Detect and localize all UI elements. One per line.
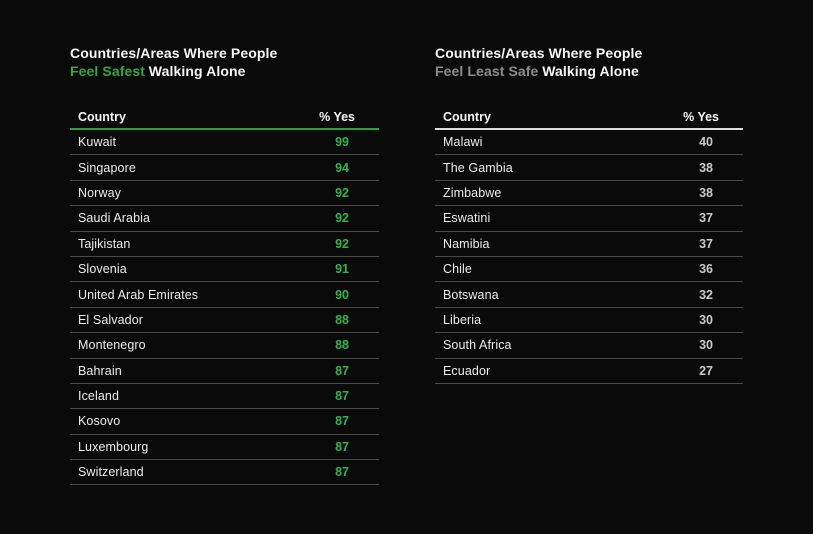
country-cell: Zimbabwe [443,185,502,200]
table-row: Ecuador 27 [435,359,743,384]
table-row: Malawi 40 [435,130,743,156]
table-row: Slovenia 91 [70,257,379,283]
country-cell: El Salvador [78,312,144,327]
value-cell: 30 [699,312,713,327]
safest-table-title: Countries/Areas Where People Feel Safest… [70,44,379,80]
column-header-country: Country [443,110,491,124]
title-suffix: Walking Alone [542,63,639,79]
table-row: Kosovo 87 [70,409,379,435]
table-row: Tajikistan 92 [70,232,379,257]
country-cell: Eswatini [443,211,491,226]
table-row: The Gambia 38 [435,155,743,181]
table-row: Chile 36 [435,257,743,283]
value-cell: 88 [335,338,349,353]
country-cell: Slovenia [78,262,127,277]
table-row: Montenegro 88 [70,333,379,359]
table-row: Norway 92 [70,181,379,207]
table-row: Botswana 32 [435,282,743,308]
country-cell: Kosovo [78,414,121,429]
table-row: South Africa 30 [435,333,743,359]
title-line-1: Countries/Areas Where People [435,45,643,61]
table-row: Liberia 30 [435,308,743,334]
value-cell: 38 [699,185,713,200]
table-row: Luxembourg 87 [70,435,379,461]
value-cell: 38 [699,160,713,175]
country-cell: Montenegro [78,338,146,353]
table-row: Switzerland 87 [70,460,379,486]
title-highlight-safest: Feel Safest [70,63,146,79]
country-cell: Chile [443,262,472,277]
least-safe-table-section: Countries/Areas Where People Feel Least … [435,44,743,384]
country-cell: Botswana [443,287,499,302]
country-cell: Saudi Arabia [78,211,151,226]
country-cell: Iceland [78,389,120,404]
country-cell: Tajikistan [78,236,131,251]
column-header-value: % Yes [319,110,355,124]
column-header-country: Country [78,110,126,124]
table-row: El Salvador 88 [70,308,379,334]
country-cell: Namibia [443,236,490,251]
value-cell: 92 [335,211,349,226]
value-cell: 87 [335,363,349,378]
table-row: Kuwait 99 [70,130,379,156]
table-rows-least-safe: Malawi 40 The Gambia 38 Zimbabwe 38 Eswa… [435,130,743,384]
table-row: Saudi Arabia 92 [70,206,379,232]
country-cell: Luxembourg [78,439,149,454]
table-header-safest: Country % Yes [70,106,379,130]
value-cell: 87 [335,465,349,480]
value-cell: 90 [335,287,349,302]
value-cell: 87 [335,439,349,454]
country-cell: Singapore [78,160,136,175]
table-row: United Arab Emirates 90 [70,282,379,308]
title-line-1: Countries/Areas Where People [70,45,278,61]
title-highlight-least-safe: Feel Least Safe [435,63,539,79]
country-cell: Norway [78,185,121,200]
value-cell: 92 [335,185,349,200]
value-cell: 27 [699,363,713,378]
value-cell: 88 [335,312,349,327]
table-row: Zimbabwe 38 [435,181,743,207]
country-cell: Kuwait [78,135,117,150]
value-cell: 94 [335,160,349,175]
table-header-least-safe: Country % Yes [435,106,743,130]
column-header-value: % Yes [683,110,719,124]
value-cell: 99 [335,135,349,150]
value-cell: 40 [699,135,713,150]
country-cell: The Gambia [443,160,513,175]
value-cell: 91 [335,262,349,277]
country-cell: Malawi [443,135,483,150]
table-row: Namibia 37 [435,232,743,257]
country-cell: South Africa [443,338,512,353]
country-cell: Bahrain [78,363,122,378]
country-cell: United Arab Emirates [78,287,199,302]
value-cell: 87 [335,389,349,404]
country-cell: Liberia [443,312,482,327]
country-cell: Switzerland [78,465,144,480]
value-cell: 30 [699,338,713,353]
title-line-2: Feel Safest Walking Alone [70,62,379,80]
title-suffix: Walking Alone [148,63,246,79]
value-cell: 87 [335,414,349,429]
table-row: Eswatini 37 [435,206,743,232]
table-row: Singapore 94 [70,155,379,181]
table-row: Bahrain 87 [70,359,379,384]
title-line-2: Feel Least Safe Walking Alone [435,62,743,80]
value-cell: 32 [699,287,713,302]
table-row: Iceland 87 [70,384,379,410]
country-cell: Ecuador [443,363,491,378]
least-safe-table-title: Countries/Areas Where People Feel Least … [435,44,743,80]
safest-table-section: Countries/Areas Where People Feel Safest… [70,44,379,486]
value-cell: 92 [335,236,349,251]
value-cell: 37 [699,236,713,251]
value-cell: 36 [699,262,713,277]
value-cell: 37 [699,211,713,226]
table-rows-safest: Kuwait 99 Singapore 94 Norway 92 Saudi A… [70,130,379,486]
